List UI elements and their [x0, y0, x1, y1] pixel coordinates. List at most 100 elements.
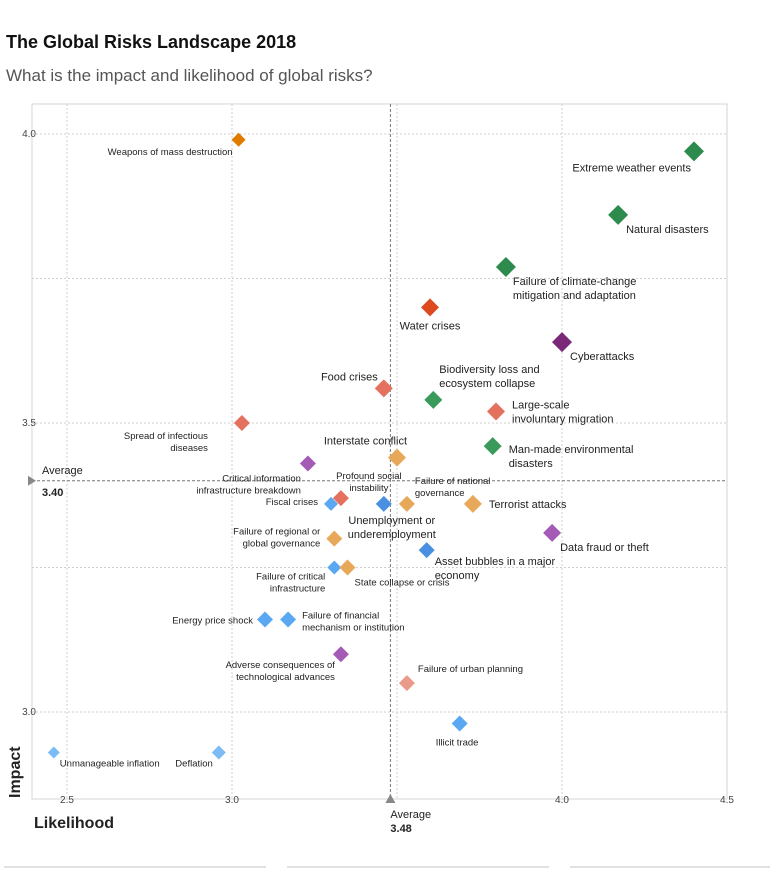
risk-label-line: infrastructure	[270, 584, 325, 595]
risk-label-line: underemployment	[348, 529, 436, 541]
y-axis-title: Impact	[7, 746, 24, 798]
risk-label: Weapons of mass destruction	[108, 147, 233, 158]
risk-label: Extreme weather events	[572, 162, 691, 174]
risk-point	[388, 448, 406, 467]
risk-point	[324, 496, 338, 511]
risk-label-line: Failure of critical	[256, 572, 325, 583]
risk-label-line: Failure of national	[415, 476, 491, 487]
risk-label-line: Weapons of mass destruction	[108, 147, 233, 158]
risk-label: Failure of regional or global governance	[233, 527, 320, 550]
risk-label: Adverse consequences of technological adv…	[226, 660, 336, 683]
footer-divider	[570, 866, 770, 868]
risk-label-line: global governance	[243, 539, 321, 550]
risk-point	[257, 611, 273, 628]
average-x-marker	[385, 794, 396, 803]
risk-point	[332, 490, 349, 507]
risk-label: Food crises	[321, 371, 378, 383]
risk-label: Cyberattacks	[570, 351, 635, 363]
risk-point	[608, 204, 629, 225]
risk-point	[487, 402, 505, 421]
average-y-value: 3.40	[42, 487, 63, 499]
x-tick-label: 2.5	[60, 795, 74, 806]
risk-label: Interstate conflict	[324, 436, 407, 448]
risk-label: State collapse or crisis	[355, 578, 450, 589]
risk-point	[332, 646, 349, 663]
risk-label: Profound social instability	[336, 471, 401, 494]
risk-label-line: Data fraud or theft	[560, 542, 649, 554]
risk-label-line: mitigation and adaptation	[513, 290, 636, 302]
risk-point	[552, 332, 572, 353]
x-tick-label: 4.5	[720, 795, 734, 806]
risk-point	[233, 415, 250, 431]
risk-label: Failure of urban planning	[418, 664, 523, 675]
risk-label-line: Man-made environmental	[509, 444, 634, 456]
risk-label-line: Water crises	[400, 320, 461, 332]
risk-label-line: Profound social	[336, 471, 401, 482]
risk-label: Large-scale involuntary migration	[512, 399, 614, 425]
risk-point	[463, 494, 482, 513]
risk-label-line: economy	[435, 570, 480, 582]
risk-label: Asset bubbles in a major economy	[435, 556, 556, 582]
average-y-label: Average	[42, 465, 83, 477]
plot-frame	[31, 103, 728, 800]
risk-label-line: Terrorist attacks	[489, 499, 567, 511]
risk-point	[483, 437, 502, 456]
risk-label-line: technological advances	[236, 672, 335, 683]
page-subtitle: What is the impact and likelihood of glo…	[6, 66, 373, 85]
risk-label-line: Adverse consequences of	[226, 660, 336, 671]
risk-point	[299, 455, 316, 472]
y-tick-label: 3.5	[22, 418, 36, 429]
risk-label-line: Deflation	[175, 758, 213, 769]
risk-point	[374, 379, 393, 398]
risk-label-line: infrastructure breakdown	[196, 485, 301, 496]
risk-label-line: Failure of regional or	[233, 527, 320, 538]
risk-label-line: Extreme weather events	[572, 162, 691, 174]
footer-divider	[4, 866, 266, 868]
risk-label-line: Critical information	[222, 473, 301, 484]
risk-label-line: instability	[349, 483, 388, 494]
risk-label: Unemployment or underemployment	[348, 515, 436, 541]
risk-label-line: Interstate conflict	[324, 436, 407, 448]
risk-label-line: Spread of infectious	[124, 431, 208, 442]
risk-point	[326, 530, 343, 547]
x-axis-title: Likelihood	[34, 815, 114, 832]
risk-label-line: diseases	[170, 443, 208, 454]
risk-label: Failure of climate-change mitigation and …	[513, 276, 637, 302]
risk-label-line: Illicit trade	[436, 738, 479, 749]
risk-label: Unmanageable inflation	[60, 758, 160, 769]
risk-point	[280, 611, 297, 628]
risk-point	[421, 298, 439, 317]
risk-point	[231, 132, 246, 147]
risk-label-line: Large-scale	[512, 399, 569, 411]
risk-label: Failure of critical infrastructure	[256, 572, 325, 595]
risk-label-line: Failure of urban planning	[418, 664, 523, 675]
risk-label-line: Cyberattacks	[570, 351, 635, 363]
risk-label: Illicit trade	[436, 738, 479, 749]
risk-label: Fiscal crises	[266, 497, 319, 508]
average-x-value: 3.48	[390, 823, 411, 835]
risk-point	[684, 141, 704, 162]
risk-point	[211, 745, 226, 760]
risk-label-line: Unmanageable inflation	[60, 758, 160, 769]
risk-point	[339, 559, 356, 576]
risk-label-line: ecosystem collapse	[439, 378, 535, 390]
risk-point	[375, 495, 392, 512]
risk-point	[495, 256, 516, 277]
risk-point	[418, 542, 435, 559]
risk-label: Data fraud or theft	[560, 542, 649, 554]
risk-label-line: disasters	[509, 458, 554, 470]
risk-label-line: Food crises	[321, 371, 378, 383]
risk-label-line: Asset bubbles in a major	[435, 556, 556, 568]
y-tick-label: 3.0	[22, 707, 36, 718]
x-tick-label: 3.0	[225, 795, 239, 806]
average-y-marker	[28, 475, 36, 486]
x-tick-label: 4.0	[555, 795, 569, 806]
risk-label: Man-made environmental disasters	[509, 444, 634, 470]
risk-point	[424, 390, 443, 409]
risk-label-line: Unemployment or	[348, 515, 435, 527]
average-x-label: Average	[390, 809, 431, 821]
risk-point	[327, 560, 342, 575]
risk-label-line: governance	[415, 488, 465, 499]
risk-label: Spread of infectious diseases	[124, 431, 208, 454]
